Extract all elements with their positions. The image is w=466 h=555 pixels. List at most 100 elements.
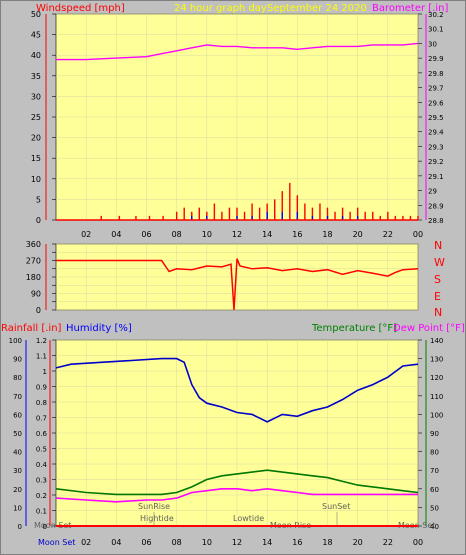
barometer-tick-label: 30.2: [428, 11, 444, 19]
event-hightide: Hightide: [140, 514, 174, 523]
humidity-axis-label: Humidity [%]: [66, 323, 132, 334]
barometer-tick-label: 29: [428, 188, 437, 196]
rain-tick-label: 0.3: [36, 477, 47, 485]
barometer-line: [56, 42, 419, 61]
compass-label: N: [434, 239, 442, 252]
x-tick-label: 16: [292, 538, 302, 547]
barometer-tick-label: 29.7: [428, 85, 444, 93]
compass-labels: N W S E N: [434, 239, 445, 319]
compass-label: S: [434, 273, 441, 286]
humidity-tick-label: 80: [13, 374, 22, 382]
humidity-tick-label: 90: [13, 356, 22, 364]
wind-tick-label: 0: [36, 216, 41, 225]
x-tick-label: 00: [413, 230, 423, 239]
x-tick-label: 02: [81, 230, 91, 239]
rain-tick-label: 0.9: [36, 384, 47, 392]
compass-label: E: [434, 290, 441, 303]
barometer-tick-label: 29.2: [428, 158, 444, 166]
x-tick-label: 08: [172, 538, 182, 547]
rain-tick-label: 1.2: [36, 337, 47, 345]
event-sunset: SunSet: [322, 502, 350, 511]
temp-tick-label: 40: [430, 523, 439, 531]
humidity-tick-label: 50: [13, 430, 22, 438]
temp-tick-label: 50: [430, 504, 439, 512]
temp-tick-label: 60: [430, 486, 439, 494]
barometer-tick-label: 30: [428, 40, 437, 48]
direction-tick-label: 360: [26, 240, 41, 249]
x-tick-label: 04: [111, 230, 121, 239]
event-sunrise: SunRise: [138, 502, 170, 511]
x-tick-label: 16: [292, 230, 302, 239]
temp-tick-label: 70: [430, 467, 439, 475]
rain-tick-label: 0: [43, 523, 47, 531]
event-moon-set-left: Moon Set: [34, 521, 71, 530]
wind-tick-label: 5: [36, 195, 41, 204]
temp-tick-label: 120: [430, 374, 443, 382]
direction-tick-label: 180: [26, 273, 41, 282]
wind-axis-label: Windspeed [mph]: [36, 3, 125, 14]
rain-tick-label: 0.6: [36, 430, 48, 438]
x-tick-label: 18: [322, 230, 332, 239]
wind-tick-label: 35: [31, 72, 41, 81]
temp-tick-label: 100: [430, 411, 443, 419]
direction-tick-label: 0: [36, 306, 41, 315]
barometer-tick-label: 29.9: [428, 55, 444, 63]
humidity-tick-label: 100: [9, 337, 22, 345]
barometer-tick-label: 29.6: [428, 99, 444, 107]
wind-tick-label: 10: [31, 175, 41, 184]
rain-tick-label: 0.5: [36, 446, 47, 454]
x-tick-label: 04: [111, 538, 121, 547]
barometer-tick-label: 29.5: [428, 114, 444, 122]
x-tick-label: 22: [383, 230, 393, 239]
wind-tick-label: 25: [31, 113, 41, 122]
chart-date: September 24 2020: [267, 3, 367, 14]
humidity-tick-label: 70: [13, 393, 22, 401]
x-tick-label: 14: [262, 230, 272, 239]
rain-tick-label: 1.1: [36, 353, 47, 361]
rain-tick-label: 0.7: [36, 415, 47, 423]
x-tick-label: 12: [232, 538, 242, 547]
temperature-line: [55, 469, 419, 496]
chart-title: 24 hour graph day: [174, 3, 267, 14]
rain-tick-label: 0.2: [36, 492, 47, 500]
temp-tick-label: 110: [430, 393, 443, 401]
rainfall-axis-label: Rainfall [.in]: [1, 323, 62, 334]
x-tick-label: 06: [141, 230, 151, 239]
direction-line: [56, 258, 419, 311]
humidity-tick-label: 40: [13, 449, 22, 457]
wind-tick-label: 15: [31, 154, 41, 163]
wind-tick-label: 30: [31, 92, 41, 101]
x-tick-label: 06: [141, 538, 151, 547]
rain-tick-label: 0.1: [36, 508, 47, 516]
humidity-tick-label: 10: [13, 504, 22, 512]
temp-tick-label: 130: [430, 356, 443, 364]
barometer-tick-label: 28.9: [428, 202, 444, 210]
barometer-tick-label: 29.3: [428, 143, 444, 151]
temp-tick-label: 80: [430, 449, 439, 457]
x-tick-label: 10: [202, 230, 212, 239]
event-lowtide: Lowtide: [233, 514, 264, 523]
x-tick-label: 14: [262, 538, 272, 547]
dewpoint-axis-label: Dew Point [°F]: [393, 323, 465, 334]
rain-tick-label: 0.4: [36, 461, 48, 469]
wind-tick-label: 50: [31, 10, 41, 19]
x-tick-label: 00: [413, 538, 423, 547]
barometer-tick-label: 29.4: [428, 129, 444, 137]
barometer-axis-label: Barometer [.in]: [372, 3, 448, 14]
humidity-line: [55, 357, 419, 423]
compass-label: W: [434, 256, 445, 269]
x-tick-label: 02: [81, 538, 91, 547]
temp-tick-label: 90: [430, 430, 439, 438]
humidity-tick-label: 20: [13, 486, 22, 494]
dewpoint-line: [55, 487, 418, 503]
humidity-tick-label: 0: [18, 523, 22, 531]
rain-tick-label: 1: [43, 368, 47, 376]
x-tick-label: 12: [232, 230, 242, 239]
x-tick-label: 20: [353, 230, 363, 239]
wind-tick-label: 45: [31, 31, 41, 40]
compass-label: N: [434, 306, 442, 319]
wind-tick-label: 20: [31, 134, 41, 143]
direction-tick-label: 90: [31, 290, 41, 299]
